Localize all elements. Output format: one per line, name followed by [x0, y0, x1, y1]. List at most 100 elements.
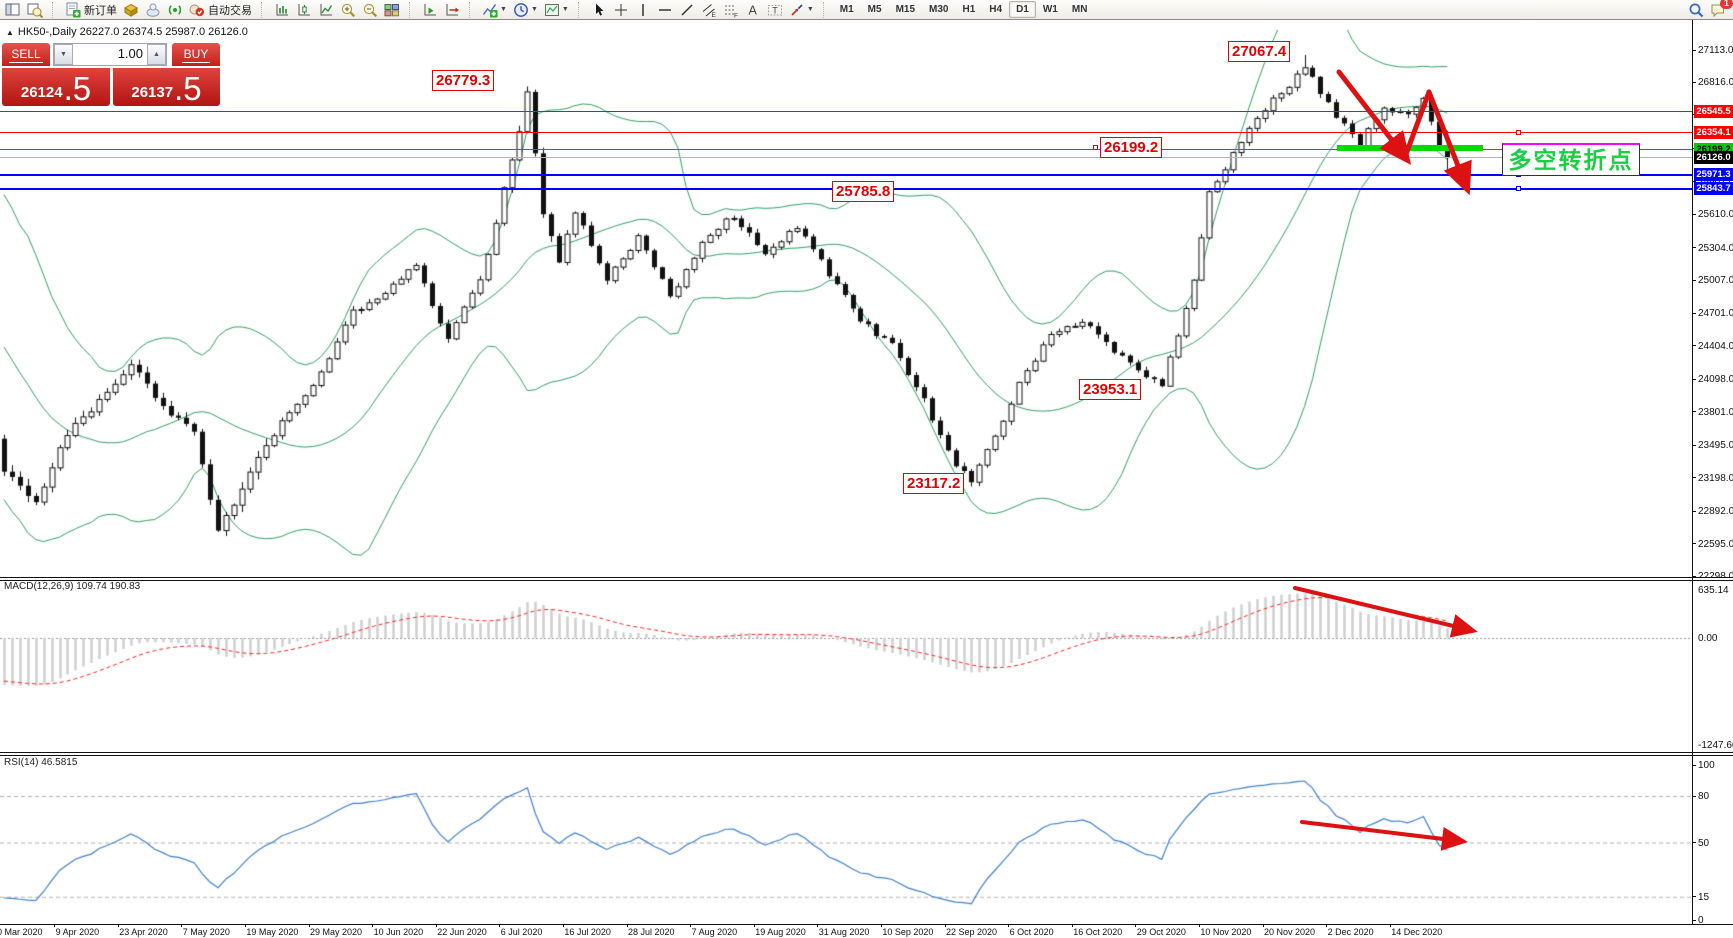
date-label: 16 Jul 2020	[564, 927, 611, 937]
chart-shift-button[interactable]	[441, 1, 463, 19]
timeframe-button-h1[interactable]: H1	[962, 4, 976, 15]
main-macd-separator[interactable]	[0, 577, 1733, 581]
timeframe-button-m15[interactable]: M15	[895, 4, 916, 15]
bar-chart-button[interactable]	[271, 1, 293, 19]
price-tick-mark	[1692, 312, 1696, 314]
dropdown-caret-icon: ▼	[530, 6, 538, 13]
date-label: 7 Aug 2020	[691, 927, 738, 937]
collapse-trade-panel-icon[interactable]: ▲	[6, 27, 14, 37]
level-line-26545.5[interactable]	[0, 111, 1692, 113]
level-line-26354.1[interactable]	[0, 132, 1692, 134]
search-icon	[1688, 2, 1704, 18]
timeframe-button-h4[interactable]: H4	[989, 4, 1003, 15]
text-button[interactable]: A	[742, 1, 764, 19]
cursor-button[interactable]	[588, 1, 610, 19]
trendline-button[interactable]	[676, 1, 698, 19]
date-label: 6 Jul 2020	[500, 927, 543, 937]
buy-button-label: BUY	[181, 46, 211, 63]
price-tick-label: 24701.0	[1698, 308, 1733, 320]
zoom-in-button[interactable]	[337, 1, 359, 19]
buy-price-button[interactable]: 26137 .5	[113, 68, 220, 106]
macd-rsi-separator[interactable]	[0, 752, 1733, 756]
chinese-annotation[interactable]: 多空转折点	[1502, 143, 1640, 176]
periods-button[interactable]: ▼	[510, 1, 541, 19]
price-tick-mark	[1692, 213, 1696, 215]
sell-price-button[interactable]: 26124 .5	[2, 68, 110, 106]
timeframe-button-m5[interactable]: M5	[867, 4, 882, 15]
indicators-icon	[482, 2, 498, 18]
price-callout-27067.4[interactable]: 27067.4	[1228, 41, 1291, 62]
fibonacci-icon: F	[723, 2, 739, 18]
indicators-button[interactable]: ▼	[479, 1, 510, 19]
price-tick-mark	[1692, 510, 1696, 512]
signals-icon	[167, 2, 183, 18]
date-tick-mark	[117, 924, 119, 927]
date-label: 6 Oct 2020	[1009, 927, 1054, 937]
date-label: 29 May 2020	[310, 927, 363, 937]
timeframe-button-m30[interactable]: M30	[929, 4, 949, 15]
horizontal-line-button[interactable]	[654, 1, 676, 19]
buy-price-main: 26137	[131, 84, 174, 101]
time-axis-line	[0, 924, 1733, 925]
support-zone-highlight[interactable]	[1337, 145, 1483, 151]
zoom-out-button[interactable]	[359, 1, 381, 19]
sell-button[interactable]: SELL	[2, 43, 50, 66]
date-tick-mark	[1008, 924, 1010, 927]
line-chart-button[interactable]	[315, 1, 337, 19]
price-callout-26779.3[interactable]: 26779.3	[432, 70, 495, 91]
price-tick-label: 23495.0	[1698, 440, 1733, 452]
price-callout-23953.1[interactable]: 23953.1	[1079, 379, 1142, 400]
crosshair-button[interactable]	[610, 1, 632, 19]
price-axis-line	[1692, 20, 1693, 925]
date-tick-mark	[54, 924, 56, 927]
level-line-25971.3[interactable]	[0, 173, 1692, 176]
volume-decrease-button[interactable]: ▼	[54, 44, 73, 65]
line-handle[interactable]	[1516, 130, 1521, 136]
price-callout-26199.2[interactable]: 26199.2	[1100, 137, 1163, 158]
macd-axis-label: 635.14	[1698, 585, 1729, 596]
vertical-line-button[interactable]	[632, 1, 654, 19]
search-button[interactable]	[1685, 1, 1707, 19]
sell-price-pip: .5	[63, 70, 92, 107]
autotrading-icon	[189, 2, 205, 18]
line-handle[interactable]	[1516, 186, 1521, 192]
timeframe-button-m1[interactable]: M1	[839, 4, 854, 15]
timeframe-button-d1[interactable]: D1	[1009, 1, 1036, 18]
top-toolbar: 新订单 自动交易 ▼ ▼ ▼ E F A T ▼ M1 M5 M15 M30 H1 H4 D1 W1 MN 1	[0, 0, 1733, 20]
toolbar-separator	[469, 1, 475, 18]
level-line-26126[interactable]	[0, 157, 1692, 159]
price-callout-23117.2[interactable]: 23117.2	[903, 473, 965, 494]
buy-button[interactable]: BUY	[172, 43, 220, 66]
volume-increase-button[interactable]: ▲	[147, 44, 166, 65]
equidistant-channel-button[interactable]: E	[698, 1, 720, 19]
tile-windows-button[interactable]	[381, 1, 403, 19]
date-label: 20 Mar 2020	[0, 927, 43, 937]
auto-scroll-button[interactable]	[419, 1, 441, 19]
level-line-26199.2[interactable]	[0, 149, 1692, 151]
new-order-icon	[65, 2, 81, 18]
candlestick-chart-button[interactable]	[293, 1, 315, 19]
data-window-button[interactable]	[120, 1, 142, 19]
timeframe-button-w1[interactable]: W1	[1042, 4, 1058, 15]
market-watch-button[interactable]	[24, 1, 46, 19]
window-panel-button[interactable]	[2, 1, 24, 19]
fibonacci-button[interactable]: F	[720, 1, 742, 19]
timeframe-button-mn[interactable]: MN	[1071, 4, 1088, 15]
price-tick-label: 25007.0	[1698, 275, 1733, 287]
date-label: 20 Nov 2020	[1264, 927, 1316, 937]
autotrading-button[interactable]: 自动交易	[186, 1, 255, 19]
text-label-button[interactable]: T	[764, 1, 786, 19]
arrows-tool-button[interactable]: ▼	[786, 1, 817, 19]
date-label: 22 Jun 2020	[437, 927, 487, 937]
notifications-button[interactable]: 1	[1707, 0, 1733, 19]
templates-button[interactable]: ▼	[541, 1, 572, 19]
date-label: 19 May 2020	[246, 927, 299, 937]
volume-input[interactable]: 1.00	[117, 46, 143, 61]
new-order-button[interactable]: 新订单	[62, 1, 120, 19]
price-tick-label: 24404.0	[1698, 340, 1733, 352]
signals-button[interactable]	[164, 1, 186, 19]
price-tick-label: 26816.0	[1698, 77, 1733, 89]
strategy-tester-button[interactable]	[142, 1, 164, 19]
price-callout-25785.8[interactable]: 25785.8	[832, 181, 895, 202]
